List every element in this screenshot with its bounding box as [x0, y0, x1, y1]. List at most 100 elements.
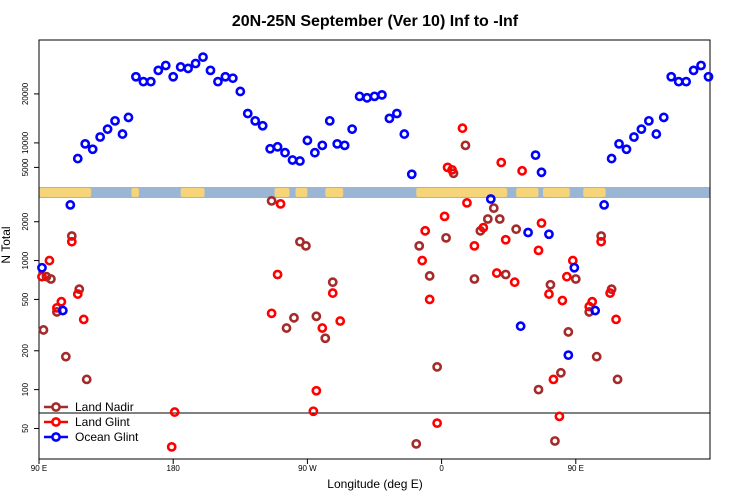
- data-point: [439, 211, 450, 222]
- axes: 90 E 180 90 W 0 90 E 5000 10000 20000 50 100 200 50…: [21, 39, 711, 473]
- data-point: [591, 351, 602, 362]
- y-tick-label-lower: 500: [21, 292, 30, 306]
- data-point: [511, 224, 522, 235]
- data-point: [145, 76, 156, 87]
- legend-marker: [51, 432, 61, 442]
- data-point: [80, 138, 91, 149]
- data-point: [281, 323, 292, 333]
- data-point: [485, 194, 496, 204]
- data-point: [523, 227, 533, 238]
- data-point: [242, 108, 253, 119]
- data-point: [44, 255, 55, 266]
- y-tick-label-upper: 5000: [21, 158, 30, 176]
- data-point: [606, 153, 617, 164]
- y-tick-label-upper: 20000: [21, 82, 30, 105]
- data-point: [37, 271, 47, 282]
- data-points: [37, 52, 714, 452]
- chart-title: 20N-25N September (Ver 10) Inf to -Inf: [232, 13, 519, 30]
- data-point: [462, 197, 472, 208]
- data-point: [563, 350, 574, 361]
- map-land: [131, 188, 139, 197]
- data-point: [317, 323, 328, 333]
- data-point: [327, 288, 338, 298]
- data-point: [272, 269, 283, 280]
- data-point: [335, 316, 346, 326]
- data-point: [536, 167, 547, 178]
- data-point: [590, 305, 601, 316]
- x-tick-label: 180: [167, 464, 181, 473]
- data-point: [311, 311, 322, 322]
- data-point: [324, 115, 335, 126]
- data-point: [420, 225, 431, 236]
- data-point: [509, 277, 520, 288]
- data-point: [494, 214, 505, 224]
- data-point: [266, 196, 277, 206]
- data-point: [266, 308, 277, 319]
- data-point: [478, 222, 489, 233]
- data-point: [287, 155, 298, 165]
- data-point: [131, 71, 141, 82]
- legend-marker: [51, 417, 61, 427]
- x-axis-label: Longitude (deg E): [327, 477, 422, 491]
- data-point: [457, 123, 468, 134]
- map-land: [39, 188, 92, 197]
- data-point: [332, 138, 343, 149]
- data-point: [643, 115, 654, 126]
- data-point: [570, 274, 581, 284]
- data-point: [311, 385, 322, 396]
- data-point: [56, 296, 67, 307]
- data-point: [554, 411, 565, 422]
- data-point: [517, 165, 528, 176]
- data-point: [424, 271, 435, 281]
- data-point: [569, 262, 580, 273]
- data-point: [309, 147, 320, 158]
- data-point: [496, 157, 507, 168]
- data-point: [555, 367, 566, 378]
- data-point: [447, 164, 457, 175]
- y-tick-label-lower: 2000: [21, 212, 30, 230]
- map-land: [274, 188, 290, 197]
- map-land: [583, 188, 606, 197]
- data-point: [347, 124, 358, 135]
- data-point: [544, 289, 554, 299]
- data-point: [138, 76, 149, 87]
- data-point: [441, 232, 451, 243]
- data-point: [557, 295, 568, 306]
- data-point: [38, 325, 49, 335]
- data-point: [636, 124, 647, 135]
- data-point: [339, 140, 350, 151]
- data-point: [275, 198, 286, 209]
- data-point: [280, 147, 290, 158]
- data-point: [666, 71, 677, 82]
- data-point: [544, 229, 554, 240]
- data-point: [60, 351, 71, 362]
- data-point: [257, 120, 268, 131]
- data-point: [377, 89, 387, 100]
- data-point: [102, 124, 113, 135]
- data-point: [220, 71, 231, 82]
- data-point: [460, 140, 471, 151]
- y-tick-label-lower: 50: [21, 423, 30, 432]
- data-point: [302, 135, 313, 146]
- data-point: [289, 312, 299, 323]
- map-land: [416, 188, 508, 197]
- data-point: [227, 73, 238, 84]
- data-point: [308, 406, 319, 417]
- data-point: [205, 65, 216, 76]
- data-point: [81, 374, 92, 385]
- data-point: [317, 140, 328, 151]
- data-point: [621, 144, 632, 155]
- y-tick-label-upper: 10000: [21, 131, 30, 154]
- map-band: [39, 187, 710, 198]
- data-point: [533, 245, 544, 256]
- data-point: [369, 91, 380, 102]
- data-point: [95, 132, 106, 142]
- map-land: [180, 188, 205, 197]
- data-point: [384, 113, 395, 124]
- data-point: [72, 289, 83, 299]
- data-point: [87, 144, 98, 155]
- data-point: [533, 384, 544, 395]
- map-land: [516, 188, 539, 197]
